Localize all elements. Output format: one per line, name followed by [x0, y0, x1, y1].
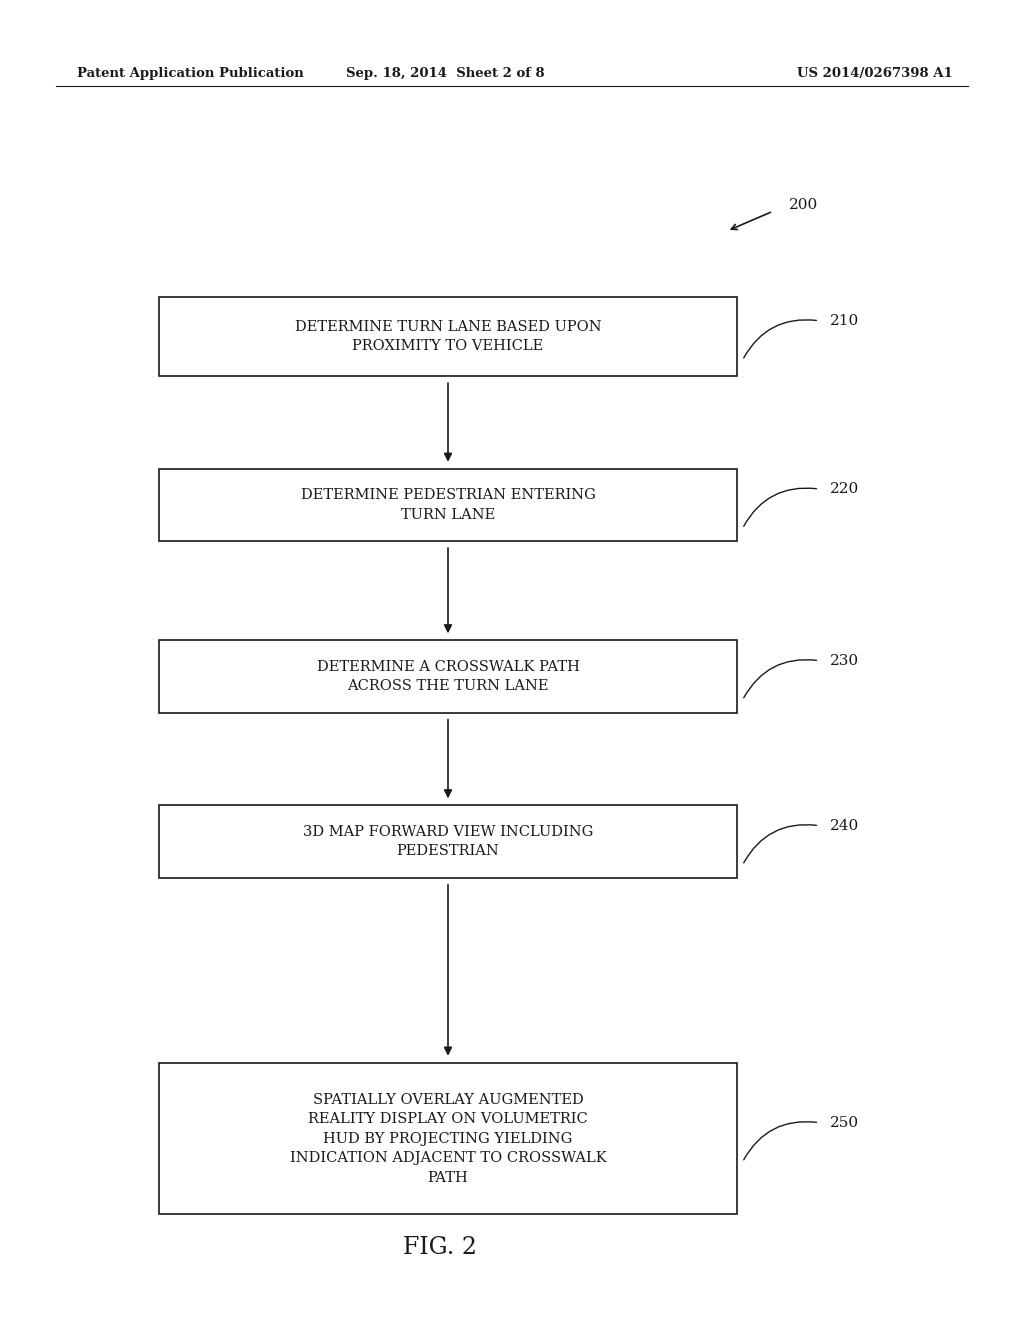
Text: US 2014/0267398 A1: US 2014/0267398 A1 — [797, 67, 952, 81]
Bar — [159, 805, 737, 878]
Text: Sep. 18, 2014  Sheet 2 of 8: Sep. 18, 2014 Sheet 2 of 8 — [346, 67, 545, 81]
Text: Patent Application Publication: Patent Application Publication — [77, 67, 303, 81]
Text: 250: 250 — [829, 1115, 858, 1130]
Text: DETERMINE PEDESTRIAN ENTERING
TURN LANE: DETERMINE PEDESTRIAN ENTERING TURN LANE — [301, 488, 595, 521]
Text: 210: 210 — [829, 314, 859, 327]
Text: 230: 230 — [829, 653, 858, 668]
Bar — [159, 297, 737, 376]
Bar — [159, 469, 737, 541]
Text: 200: 200 — [788, 198, 818, 211]
Text: 240: 240 — [829, 818, 859, 833]
Bar — [159, 640, 737, 713]
Text: DETERMINE A CROSSWALK PATH
ACROSS THE TURN LANE: DETERMINE A CROSSWALK PATH ACROSS THE TU… — [316, 660, 580, 693]
Text: 220: 220 — [829, 482, 859, 496]
Text: FIG. 2: FIG. 2 — [403, 1236, 477, 1259]
Bar — [159, 1063, 737, 1214]
Text: SPATIALLY OVERLAY AUGMENTED
REALITY DISPLAY ON VOLUMETRIC
HUD BY PROJECTING YIEL: SPATIALLY OVERLAY AUGMENTED REALITY DISP… — [290, 1093, 606, 1184]
Text: DETERMINE TURN LANE BASED UPON
PROXIMITY TO VEHICLE: DETERMINE TURN LANE BASED UPON PROXIMITY… — [295, 319, 601, 354]
Text: 3D MAP FORWARD VIEW INCLUDING
PEDESTRIAN: 3D MAP FORWARD VIEW INCLUDING PEDESTRIAN — [303, 825, 593, 858]
